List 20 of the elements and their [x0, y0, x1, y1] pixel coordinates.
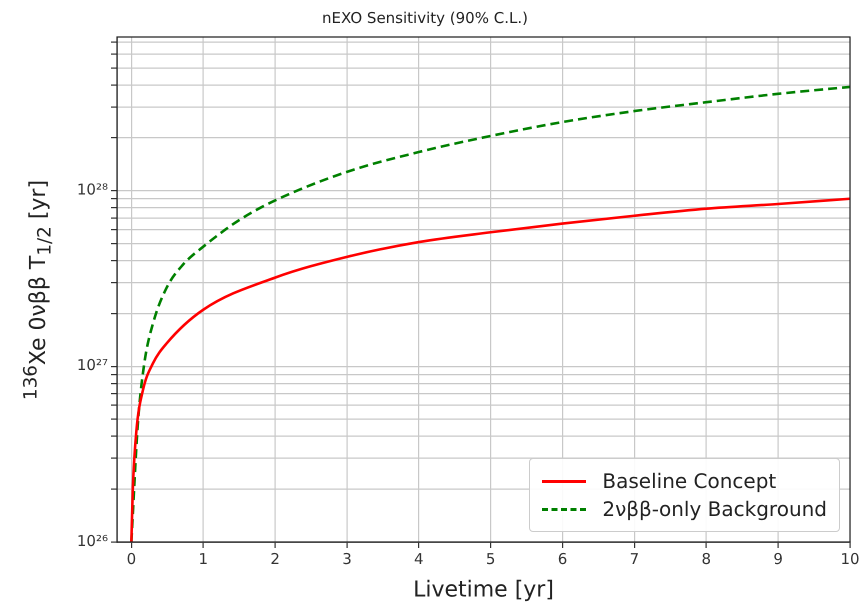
- x-tick-label: 5: [486, 550, 496, 568]
- legend-label: 2νββ-only Background: [602, 497, 827, 521]
- chart-title: nEXO Sensitivity (90% C.L.): [322, 8, 528, 27]
- line-series: [130, 197, 850, 542]
- x-tick-label: 0: [126, 550, 136, 568]
- x-tick-label: 1: [198, 550, 208, 568]
- y-tick-label: 10²⁸: [76, 180, 108, 199]
- x-tick-label: 8: [702, 550, 712, 568]
- x-axis-title: Livetime [yr]: [413, 578, 554, 603]
- legend-label: Baseline Concept: [602, 469, 776, 493]
- x-tick-label: 6: [558, 550, 568, 568]
- x-tick-label: 2: [270, 550, 280, 568]
- x-tick-label: 9: [773, 550, 783, 568]
- y-tick-label: 10²⁷: [76, 356, 108, 374]
- x-tick-label: 7: [630, 550, 640, 568]
- y-tick-label: 10²⁶: [76, 532, 108, 550]
- line-series: [130, 86, 850, 542]
- x-tick-label: 3: [342, 550, 352, 568]
- x-tick-label: 10: [840, 550, 860, 568]
- x-tick-label: 4: [414, 550, 424, 568]
